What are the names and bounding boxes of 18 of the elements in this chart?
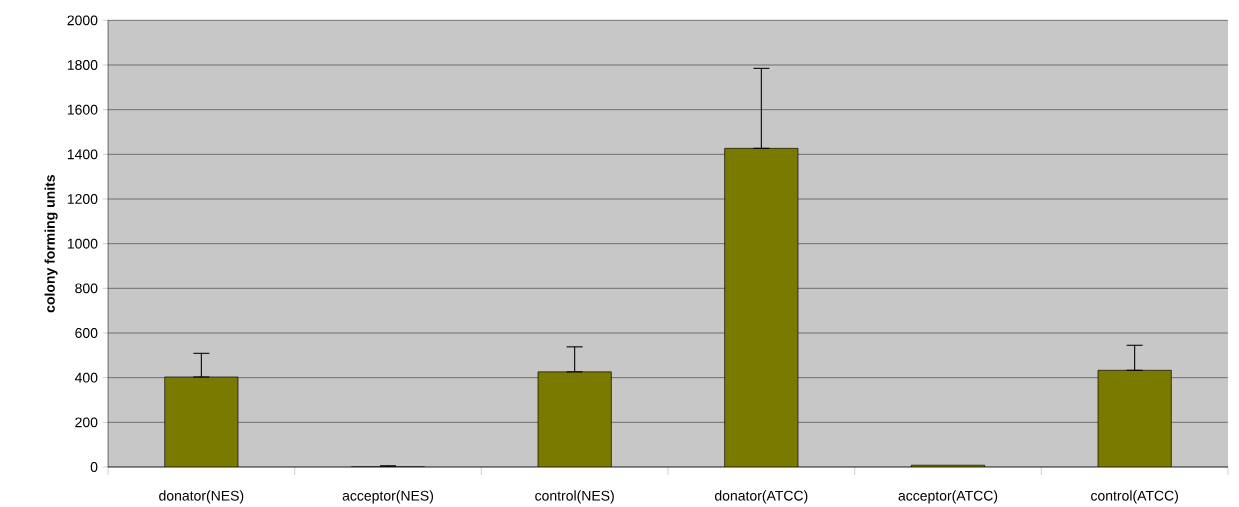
y-tick-label: 800 <box>75 283 98 294</box>
y-tick-label: 1800 <box>67 60 98 70</box>
x-tick-label: acceptor(ATCC) <box>898 490 998 504</box>
y-tick-label: 200 <box>75 417 98 428</box>
x-tick-label: donator(NES) <box>159 490 244 504</box>
x-tick-label: control(NES) <box>535 490 614 504</box>
y-axis-title: colony forming units <box>44 175 58 313</box>
y-tick-label: 1200 <box>67 194 98 204</box>
y-tick-label: 0 <box>90 462 98 472</box>
x-tick-label: donator(ATCC) <box>714 490 808 504</box>
y-tick-label: 1600 <box>67 104 98 115</box>
x-tick-label: control(ATCC) <box>1091 490 1178 504</box>
y-tick-label: 400 <box>74 372 98 383</box>
x-tick-label: acceptor(NES) <box>342 490 434 504</box>
y-tick-label: 1400 <box>67 149 98 160</box>
y-tick-label: 600 <box>75 328 98 338</box>
y-tick-label: 2000 <box>67 15 98 26</box>
y-tick-label: 1000 <box>67 238 98 249</box>
